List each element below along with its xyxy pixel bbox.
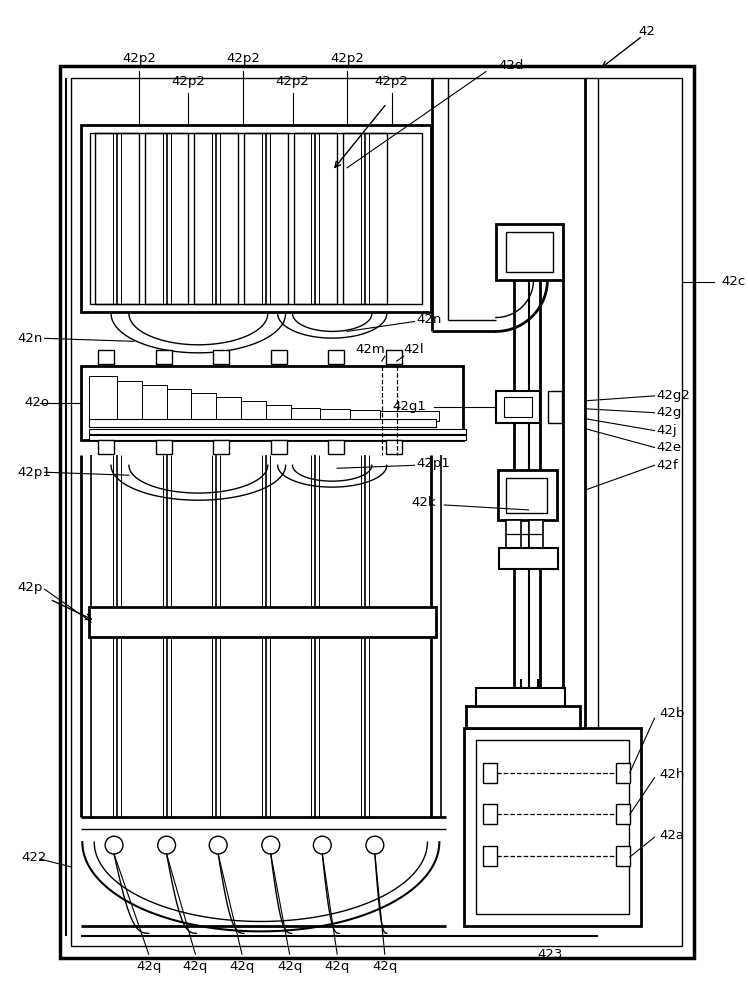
Text: 42p2: 42p2: [275, 75, 310, 88]
Text: 42q: 42q: [230, 960, 254, 973]
Bar: [496, 391, 541, 423]
Bar: [117, 381, 142, 421]
Text: 423: 423: [538, 948, 563, 961]
Bar: [156, 440, 171, 454]
Text: 42l: 42l: [404, 343, 424, 356]
Bar: [194, 133, 238, 304]
Bar: [483, 804, 497, 824]
Text: 42n: 42n: [417, 313, 442, 326]
Bar: [95, 133, 139, 304]
Bar: [71, 78, 682, 946]
Text: 422: 422: [22, 851, 47, 864]
Bar: [266, 405, 290, 421]
Bar: [89, 376, 117, 421]
Bar: [328, 350, 344, 364]
Bar: [464, 728, 640, 926]
Bar: [89, 429, 466, 434]
Text: 42: 42: [638, 25, 655, 38]
Bar: [499, 548, 558, 569]
Text: 42d: 42d: [499, 59, 524, 72]
Bar: [498, 470, 557, 520]
Text: 42p2: 42p2: [375, 75, 408, 88]
Text: 42j: 42j: [657, 424, 677, 437]
Bar: [89, 419, 436, 427]
Text: 42e: 42e: [657, 441, 681, 454]
Text: 42g2: 42g2: [657, 389, 690, 402]
Text: 42p2: 42p2: [330, 52, 364, 65]
Bar: [98, 350, 114, 364]
Bar: [91, 133, 423, 304]
Text: 42k: 42k: [411, 496, 436, 509]
Bar: [476, 688, 565, 728]
Bar: [142, 385, 167, 421]
Text: 42c: 42c: [721, 275, 745, 288]
Bar: [476, 740, 629, 914]
Bar: [244, 133, 287, 304]
Text: 42q: 42q: [325, 960, 350, 973]
Text: 42p1: 42p1: [18, 466, 52, 479]
Text: 42q: 42q: [277, 960, 302, 973]
Text: 42p2: 42p2: [226, 52, 260, 65]
Text: 42m: 42m: [355, 343, 384, 356]
Text: 42q: 42q: [183, 960, 208, 973]
Bar: [213, 440, 229, 454]
Bar: [506, 478, 548, 513]
Bar: [241, 401, 266, 421]
Bar: [271, 350, 286, 364]
Text: 42p2: 42p2: [122, 52, 156, 65]
Text: 42a: 42a: [660, 829, 684, 842]
Bar: [328, 440, 344, 454]
Text: 42p: 42p: [18, 581, 43, 594]
Bar: [290, 408, 320, 421]
Bar: [60, 66, 694, 958]
Bar: [548, 391, 562, 423]
Bar: [145, 133, 188, 304]
Bar: [216, 397, 241, 421]
Bar: [213, 350, 229, 364]
Text: 42g1: 42g1: [393, 400, 426, 413]
Text: 42g: 42g: [657, 406, 682, 419]
Bar: [506, 520, 521, 548]
Bar: [343, 133, 387, 304]
Bar: [82, 366, 463, 440]
Text: 42f: 42f: [657, 459, 678, 472]
Bar: [156, 350, 171, 364]
Text: 42o: 42o: [25, 396, 50, 409]
Bar: [271, 440, 286, 454]
Bar: [386, 350, 402, 364]
Bar: [483, 846, 497, 866]
Text: 42q: 42q: [136, 960, 162, 973]
Text: 42p1: 42p1: [417, 457, 450, 470]
Bar: [293, 133, 337, 304]
Bar: [386, 440, 402, 454]
Text: 42b: 42b: [660, 707, 685, 720]
Bar: [320, 409, 350, 421]
Bar: [483, 763, 497, 783]
Bar: [616, 846, 630, 866]
Text: 42n: 42n: [18, 332, 43, 345]
Bar: [98, 440, 114, 454]
Bar: [496, 224, 563, 280]
Bar: [350, 410, 380, 421]
Bar: [506, 232, 554, 272]
Bar: [89, 435, 466, 440]
Bar: [167, 389, 191, 421]
Bar: [466, 706, 580, 728]
Bar: [616, 763, 630, 783]
Bar: [89, 607, 436, 637]
Text: 42h: 42h: [660, 768, 685, 781]
Bar: [529, 520, 544, 548]
Bar: [504, 397, 532, 417]
Text: 42p2: 42p2: [171, 75, 206, 88]
Bar: [191, 393, 216, 421]
Bar: [616, 804, 630, 824]
Bar: [82, 125, 432, 312]
Bar: [380, 411, 439, 421]
Text: 42q: 42q: [372, 960, 397, 973]
